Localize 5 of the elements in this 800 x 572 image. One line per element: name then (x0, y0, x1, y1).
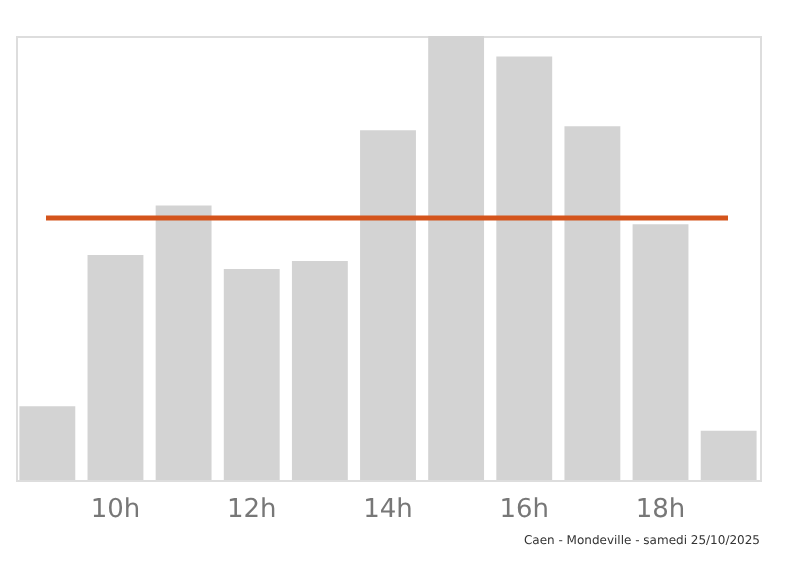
x-tick-label: 10h (90, 495, 141, 525)
x-tick-label: 14h (363, 495, 413, 525)
x-tick-label: 18h (635, 495, 686, 525)
x-tick-label: 12h (226, 495, 277, 525)
x-tick-label: 16h (499, 495, 550, 525)
